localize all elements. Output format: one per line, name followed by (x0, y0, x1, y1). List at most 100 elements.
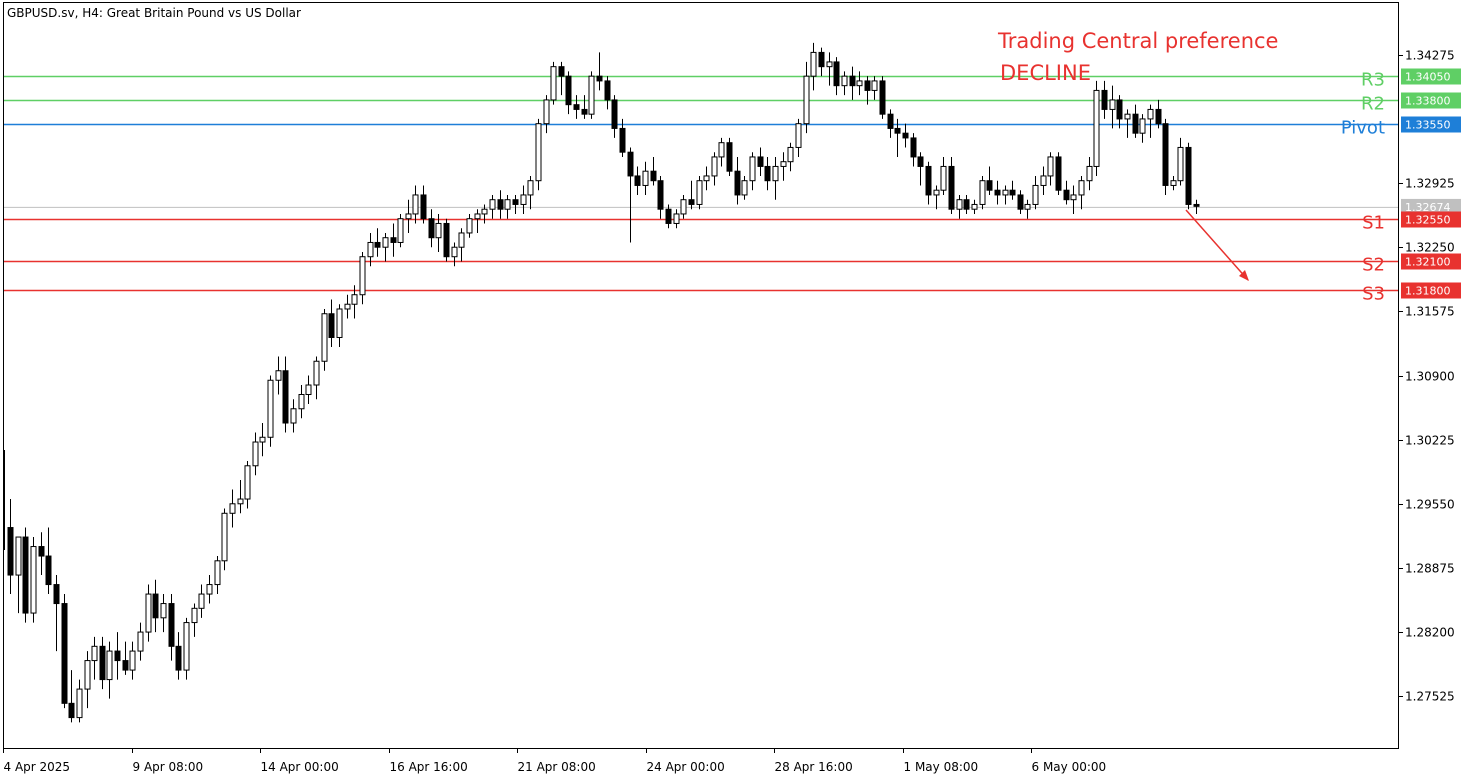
candle (443, 218, 450, 262)
current-price-tag: 1.32674 (1401, 198, 1461, 215)
candle (963, 194, 970, 214)
candle (1009, 180, 1016, 200)
candle (680, 194, 687, 219)
candle (275, 356, 282, 395)
candle-body-bearish (596, 75, 603, 82)
candle-body-bearish (894, 127, 901, 134)
candle (160, 594, 167, 633)
candle-body-bullish (1032, 184, 1039, 205)
candle (367, 232, 374, 267)
x-tick-label: 1 May 08:00 (904, 760, 979, 774)
candle (795, 118, 802, 157)
candle (864, 76, 871, 105)
candle-body-bullish (244, 465, 251, 500)
candle (412, 185, 419, 224)
candle-body-bearish (611, 99, 618, 129)
candle (1024, 199, 1031, 219)
candle-body-bearish (986, 180, 993, 191)
candle (611, 95, 618, 138)
x-tick-label: 6 May 00:00 (1032, 760, 1107, 774)
candle-body-bullish (741, 180, 748, 196)
candle-body-bearish (604, 80, 611, 101)
candle-body-bearish (910, 137, 917, 158)
y-tick-label: 1.28200 (1405, 626, 1455, 640)
candle-body-bullish (1093, 89, 1100, 167)
candle (451, 242, 458, 267)
candle (512, 194, 519, 214)
y-tick-label: 1.31575 (1405, 305, 1455, 319)
candle-body-bullish (237, 498, 244, 505)
candle (520, 185, 527, 214)
candle (596, 52, 603, 91)
candle (282, 356, 289, 433)
candle-body-bullish (344, 303, 351, 310)
level-price-tag-s2 (1401, 253, 1461, 270)
candle (344, 294, 351, 319)
candle (30, 537, 37, 623)
candle-body-bearish (1116, 99, 1123, 120)
candle-body-bullish (940, 165, 947, 191)
candle-body-bullish (535, 123, 542, 182)
level-name-s2: S2 (1362, 255, 1385, 276)
candle-body-bullish (504, 199, 511, 210)
candle-body-bullish (787, 146, 794, 163)
candle (191, 603, 198, 637)
price-axis-ticks: 1.34275 1.32925 1.32250 1.31575 1.30900 1.302… (1398, 49, 1455, 704)
candle (550, 61, 557, 105)
candle (803, 61, 810, 134)
candle (1185, 142, 1192, 210)
candle (481, 204, 488, 224)
level-price-tag-r3 (1401, 68, 1461, 85)
candle (558, 61, 565, 96)
candle (887, 109, 894, 138)
candle (428, 209, 435, 248)
candle (420, 185, 427, 224)
candle (688, 180, 695, 210)
candle (1132, 104, 1139, 138)
candle (588, 71, 595, 119)
candle (206, 575, 213, 604)
candle (45, 527, 52, 595)
candle (940, 156, 947, 195)
candle (137, 622, 144, 661)
candle-body-bullish (673, 213, 680, 224)
level-price-text-s1: 1.32550 (1405, 214, 1451, 227)
candle-body-bullish (267, 379, 274, 438)
candle-body-bullish (451, 246, 458, 258)
candle (956, 194, 963, 219)
candle-body-bearish (390, 237, 397, 243)
candle-body-bullish (275, 370, 282, 381)
candle (879, 76, 886, 119)
candle-body-bullish (956, 199, 963, 210)
candle (1124, 109, 1131, 138)
candle (543, 95, 550, 134)
candle (527, 175, 534, 210)
candle-body-bearish (175, 645, 182, 671)
candle-body-bullish (229, 503, 236, 514)
candle-body-bearish (887, 113, 894, 129)
candle (168, 594, 175, 661)
candle-body-bearish (994, 189, 1001, 196)
candle-body-bullish (259, 436, 266, 443)
candle (175, 632, 182, 680)
candle-body-bullish (841, 75, 848, 87)
candle-body-bullish (435, 222, 442, 239)
candle-body-bearish (665, 208, 672, 224)
candle (458, 228, 465, 262)
candle-body-bearish (565, 75, 572, 106)
candle-body-bullish (252, 441, 259, 467)
candle-body-bearish (948, 165, 955, 210)
candle (489, 194, 496, 219)
candle (229, 489, 236, 528)
candle (1047, 152, 1054, 186)
candle-body-bullish (290, 408, 297, 424)
candle-body-bullish (703, 175, 710, 182)
candle (1055, 152, 1062, 195)
level-labels: 1.32674 R3 1.34050 R2 1.33800 Pivot 1.33550 S1 1… (1341, 68, 1461, 305)
candle (749, 152, 756, 191)
candle-body-bullish (1047, 156, 1054, 177)
candle (15, 536, 22, 614)
candle (948, 156, 955, 214)
candle-body-bullish (206, 584, 213, 595)
plot-frame (3, 2, 1399, 749)
